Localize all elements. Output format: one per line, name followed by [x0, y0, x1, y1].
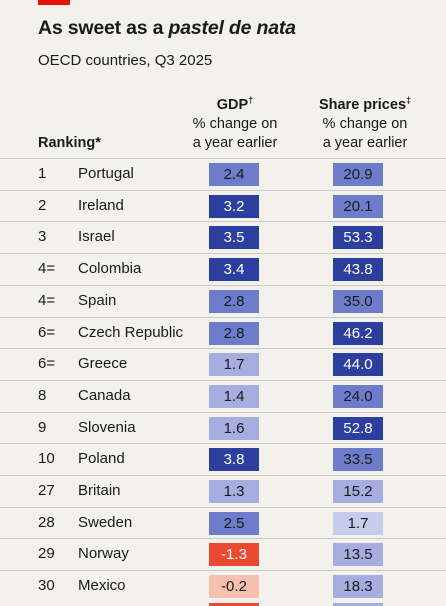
- country-cell: Slovenia: [78, 418, 136, 436]
- gdp-column-header: GDP† % change on a year earlier: [186, 91, 284, 153]
- ranking-column-header: Ranking*: [38, 135, 101, 151]
- share-value-cell: 1.7: [333, 511, 383, 535]
- country-cell: Czech Republic: [78, 323, 184, 341]
- country-cell: Norway: [78, 545, 129, 563]
- share-value-cell: 24.0: [333, 384, 383, 408]
- rank-cell: 27: [38, 482, 55, 499]
- chart-title: As sweet as a pastel de nata: [38, 17, 296, 40]
- gdp-value-cell: 2.4: [209, 163, 259, 186]
- gdp-value-cell: 1.6: [209, 416, 259, 440]
- country-cell: Ireland: [78, 196, 124, 214]
- gdp-value-cell: 3.8: [209, 448, 259, 472]
- country-cell: Poland: [78, 450, 125, 468]
- gdp-header-line1: % change on: [192, 116, 278, 132]
- share-header-line2: a year earlier: [322, 135, 408, 151]
- share-value-cell: 46.2: [333, 321, 383, 345]
- table-row: 27 Britain 1.3 15.2: [0, 475, 446, 507]
- title-main: As sweet as a: [38, 17, 169, 39]
- share-value-cell: 52.8: [333, 416, 383, 440]
- country-cell: Portugal: [78, 165, 134, 182]
- table-row: 6= Czech Republic 2.8 46.2: [0, 316, 446, 349]
- table-row: 2 Ireland 3.2 20.1: [0, 189, 446, 222]
- share-value-cell: 53.3: [333, 226, 383, 250]
- rank-cell: 30: [38, 577, 55, 595]
- gdp-value-cell: 1.4: [209, 384, 259, 408]
- gdp-value-cell: 1.7: [209, 353, 259, 377]
- table-row: 4= Colombia 3.4 43.8: [0, 253, 446, 285]
- share-value-cell: 20.9: [333, 163, 383, 186]
- cut-off-share-cell: [333, 603, 383, 606]
- share-value-cell: 18.3: [333, 575, 383, 599]
- share-value-cell: 43.8: [333, 258, 383, 282]
- table-row: 10 Poland 3.8 33.5: [0, 443, 446, 475]
- rank-cell: 2: [38, 196, 47, 214]
- share-footnote-mark: ‡: [406, 95, 412, 105]
- rank-cell: 4=: [38, 260, 56, 278]
- country-cell: Britain: [78, 482, 121, 499]
- rank-cell: 10: [38, 450, 55, 468]
- rank-cell: 1: [38, 165, 47, 182]
- gdp-footnote-mark: †: [248, 95, 254, 105]
- share-header-title: Share prices: [318, 97, 407, 113]
- table-row: 3 Israel 3.5 53.3: [0, 221, 446, 253]
- gdp-value-cell: 3.4: [209, 258, 259, 282]
- share-value-cell: 35.0: [333, 289, 383, 313]
- country-cell: Canada: [78, 386, 131, 404]
- rank-cell: 28: [38, 513, 55, 531]
- gdp-value-cell: -0.2: [209, 575, 259, 599]
- rank-cell: 8: [38, 386, 47, 404]
- share-value-cell: 13.5: [333, 543, 383, 567]
- table-row: 28 Sweden 2.5 1.7: [0, 506, 446, 539]
- share-header-line1: % change on: [322, 116, 408, 132]
- table-row: 30 Mexico -0.2 18.3: [0, 570, 446, 602]
- table-row: 8 Canada 1.4 24.0: [0, 379, 446, 412]
- table-row: 4= Spain 2.8 35.0: [0, 284, 446, 317]
- chart-subtitle: OECD countries, Q3 2025: [38, 52, 213, 69]
- share-value-cell: 20.1: [333, 194, 383, 218]
- gdp-value-cell: 3.2: [209, 194, 259, 218]
- share-column-header: Share prices‡ % change on a year earlier: [312, 91, 418, 153]
- rank-cell: 6=: [38, 355, 56, 373]
- rank-cell: 6=: [38, 323, 56, 341]
- share-value-cell: 44.0: [333, 353, 383, 377]
- gdp-value-cell: 2.8: [209, 289, 259, 313]
- gdp-value-cell: -1.3: [209, 543, 259, 567]
- gdp-header-line2: a year earlier: [192, 135, 278, 151]
- rank-cell: 4=: [38, 291, 56, 309]
- title-italic: pastel de nata: [168, 17, 296, 39]
- gdp-value-cell: 2.5: [209, 511, 259, 535]
- share-value-cell: 33.5: [333, 448, 383, 472]
- cut-off-gdp-cell: [209, 603, 259, 606]
- table-row: 6= Greece 1.7 44.0: [0, 348, 446, 380]
- rank-cell: 3: [38, 228, 47, 246]
- rank-cell: 29: [38, 545, 55, 563]
- country-cell: Spain: [78, 291, 117, 309]
- gdp-value-cell: 3.5: [209, 226, 259, 250]
- table-row: 29 Norway -1.3 13.5: [0, 538, 446, 570]
- gdp-header-title: GDP: [216, 97, 249, 113]
- brand-red-tag: [38, 0, 70, 5]
- table-row: 1 Portugal 2.4 20.9: [0, 158, 446, 190]
- country-cell: Sweden: [78, 513, 133, 531]
- share-value-cell: 15.2: [333, 480, 383, 503]
- table-row: 9 Slovenia 1.6 52.8: [0, 411, 446, 444]
- country-cell: Mexico: [78, 577, 126, 595]
- gdp-value-cell: 1.3: [209, 480, 259, 503]
- rank-cell: 9: [38, 418, 47, 436]
- country-cell: Greece: [78, 355, 128, 373]
- country-cell: Colombia: [78, 260, 142, 278]
- country-cell: Israel: [78, 228, 115, 246]
- gdp-value-cell: 2.8: [209, 321, 259, 345]
